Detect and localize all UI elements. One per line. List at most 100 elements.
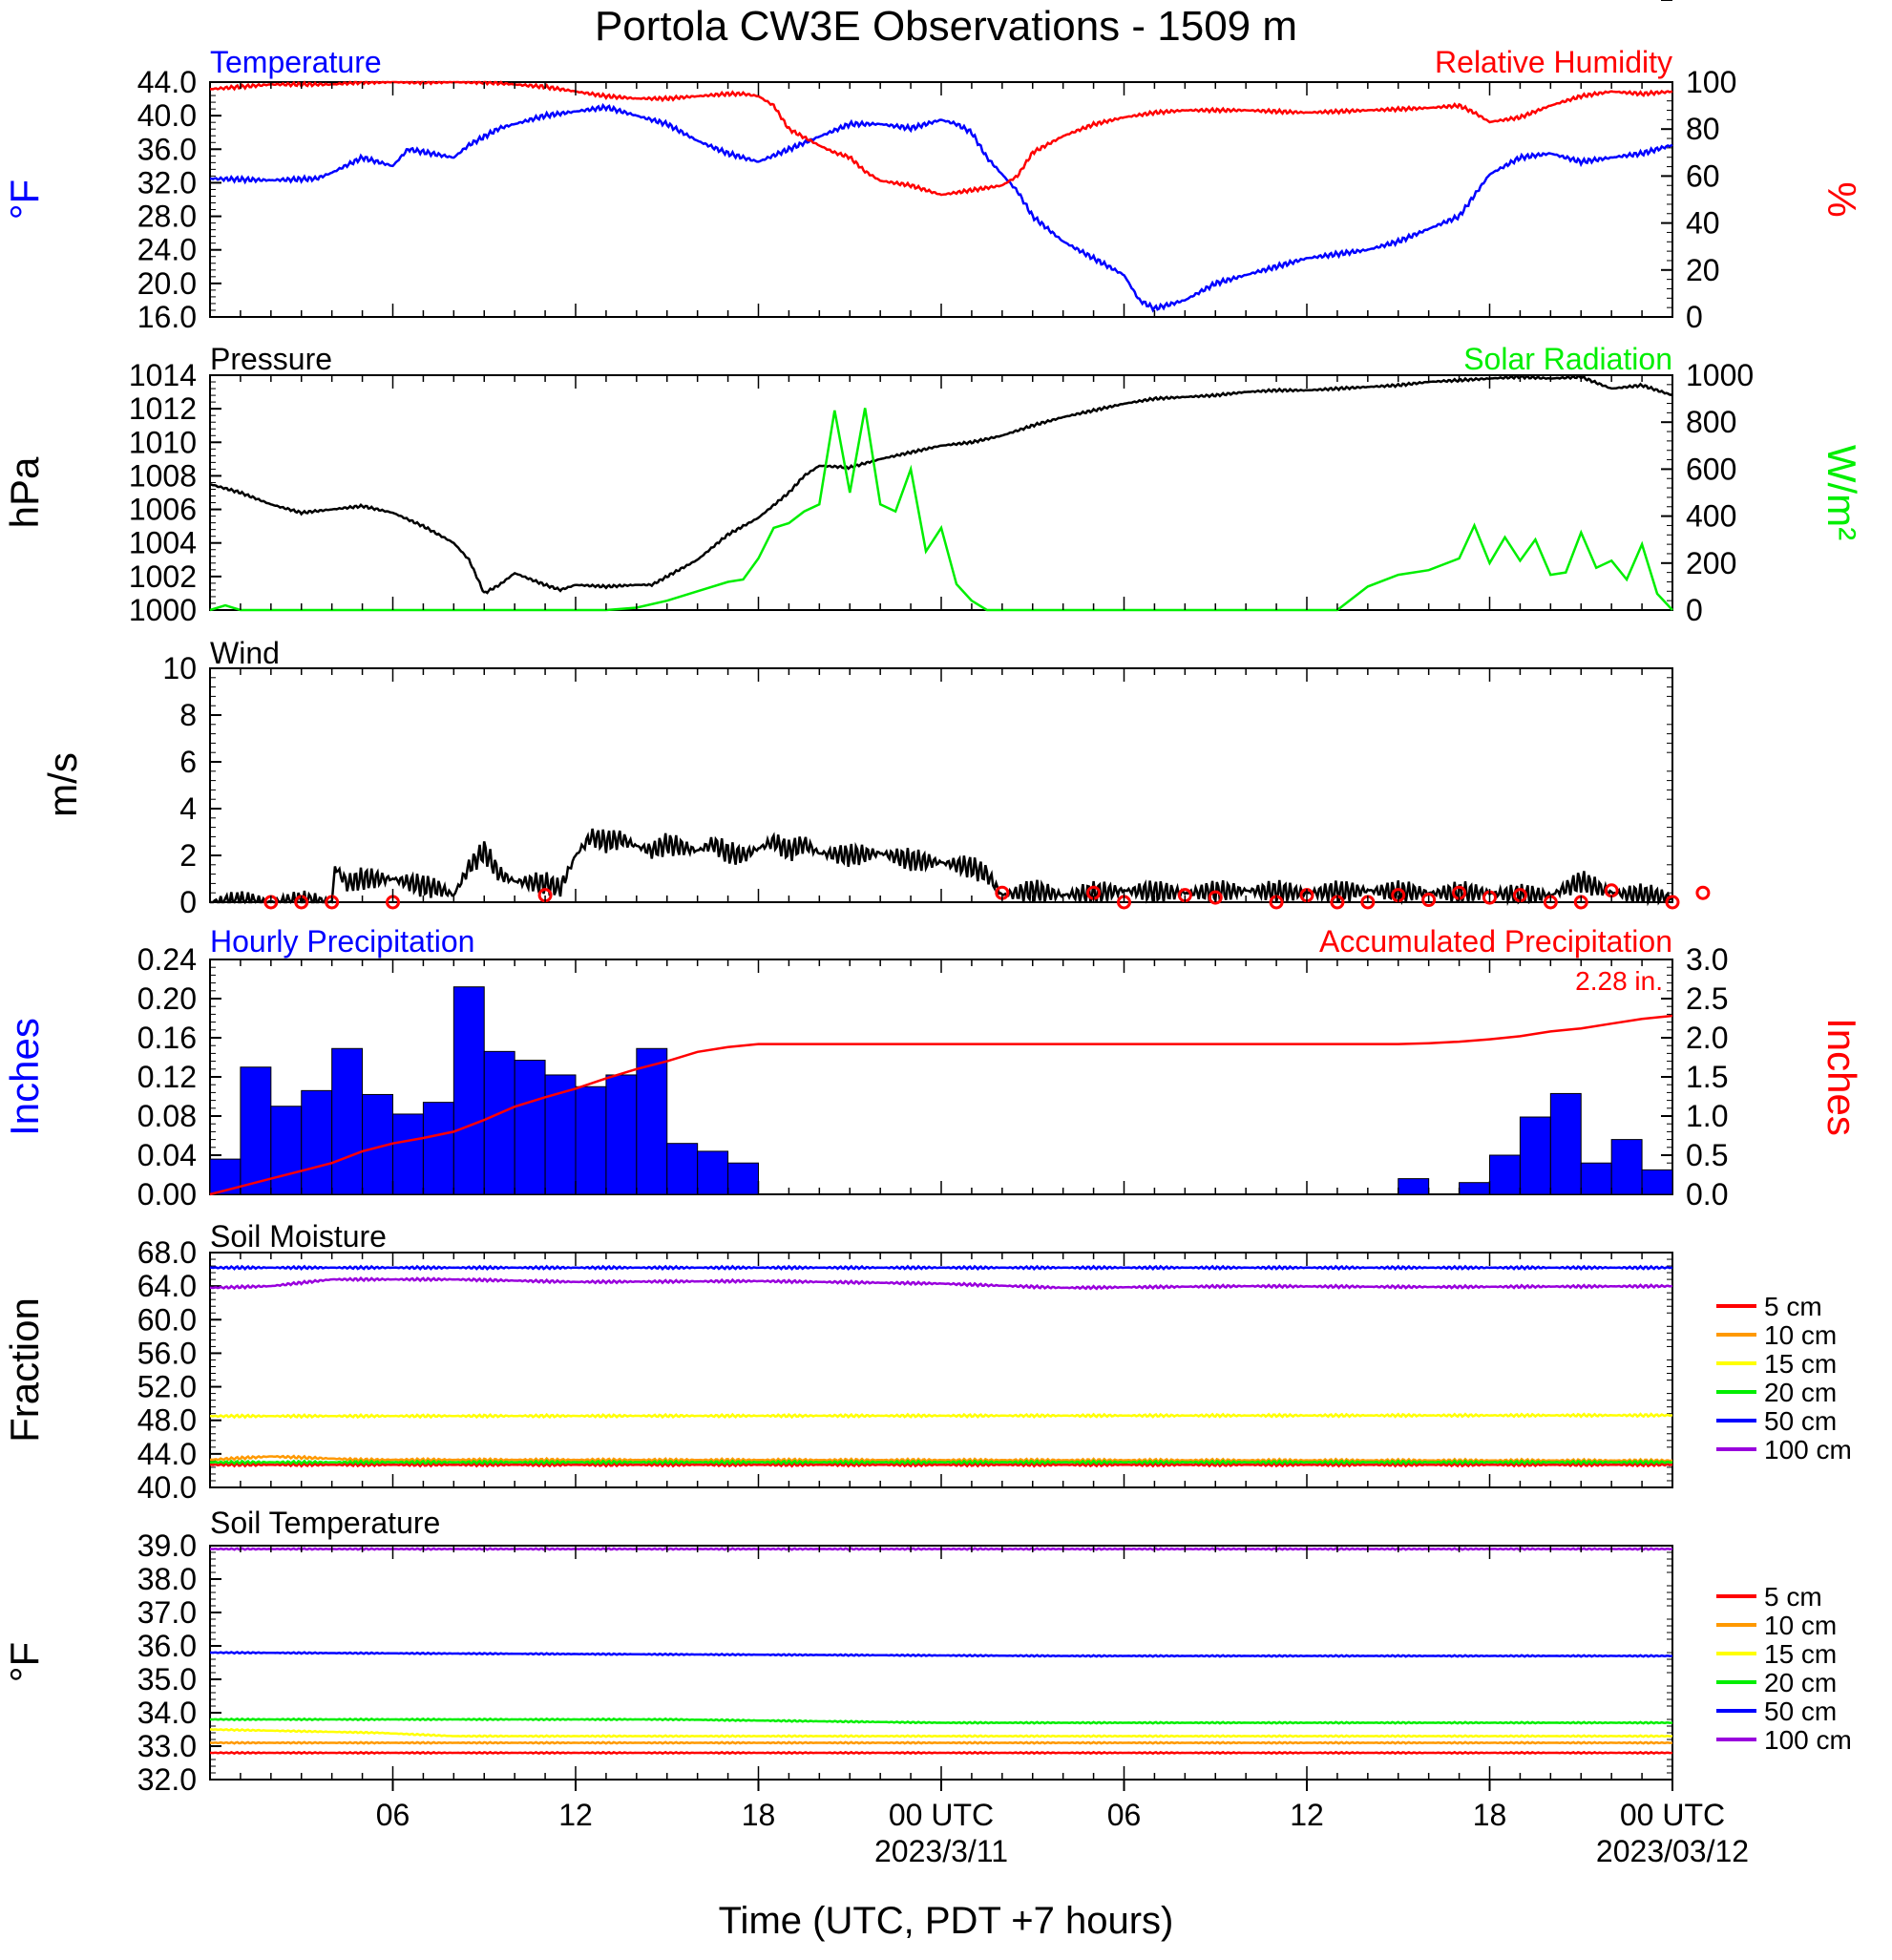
hourly-precip-bar (270, 1106, 303, 1195)
pressure-unit-label: hPa (2, 456, 47, 528)
hourly-precip-bar (636, 1047, 668, 1195)
soil-moisture-unit-label: Fraction (2, 1297, 47, 1443)
x-tick-label: 18 (742, 1798, 776, 1832)
accum-precip-annotation: 2.28 in. (1575, 966, 1663, 996)
legend-label: 100 cm (1764, 1725, 1852, 1755)
left-tick-label: 0.04 (137, 1138, 197, 1172)
legend-label: 50 cm (1764, 1406, 1837, 1436)
soil-temperature-title: Soil Temperature (210, 1506, 440, 1540)
legend-label: 20 cm (1764, 1668, 1837, 1697)
hourly-precip-bar (1398, 1178, 1430, 1195)
left-tick-label: 34.0 (137, 1696, 197, 1730)
hourly-precip-bar (1610, 1139, 1643, 1195)
left-tick-label: 56.0 (137, 1336, 197, 1370)
x-tick-label: 12 (1290, 1798, 1324, 1832)
solar-unit-label: W/m² (1819, 445, 1864, 540)
hourly-precip-bar (483, 1050, 515, 1195)
left-tick-label: 6 (179, 745, 197, 779)
x-tick-label: 06 (376, 1798, 410, 1832)
right-tick-label: 3.0 (1686, 942, 1728, 977)
left-tick-label: 48.0 (137, 1403, 197, 1438)
hourly-precip-bar (1459, 1182, 1491, 1195)
x-axis-title: Time (UTC, PDT +7 hours) (719, 1900, 1174, 1942)
right-tick-label: 60 (1686, 158, 1720, 193)
accum-precip-title: Accumulated Precipitation (1319, 924, 1672, 959)
soil-series-line (210, 1750, 1673, 1756)
hourly-precip-bar (666, 1143, 699, 1195)
right-tick-label: 200 (1686, 546, 1736, 580)
left-tick-label: 39.0 (137, 1528, 197, 1563)
hourly-precip-bar (605, 1074, 638, 1195)
hourly-precip-bar (697, 1150, 729, 1195)
panel-frame (209, 81, 1673, 318)
legend-label: 10 cm (1764, 1320, 1837, 1350)
date-label: 2023/03/12 (1596, 1834, 1749, 1868)
hourly-precip-bar (331, 1047, 364, 1195)
right-tick-label: 1000 (1686, 358, 1754, 392)
right-tick-label: 1.0 (1686, 1099, 1728, 1133)
precip-right-unit: Inches (1819, 1018, 1864, 1136)
soil-moisture-title: Soil Moisture (210, 1219, 387, 1254)
humidity-title: Relative Humidity (1435, 45, 1672, 79)
right-tick-label: 2.5 (1686, 981, 1728, 1016)
temperature-unit-label: °F (2, 179, 47, 220)
soil-series-line (209, 1459, 1673, 1465)
hourly-precip-bar (209, 1158, 242, 1195)
hourly-precip-bar (1549, 1092, 1582, 1195)
right-tick-label: 0.0 (1686, 1177, 1728, 1212)
left-tick-label: 36.0 (137, 132, 197, 166)
legend-label: 20 cm (1764, 1378, 1837, 1407)
wind-calm-marker (1695, 885, 1711, 900)
humidity-line (209, 80, 1673, 197)
legend-label: 5 cm (1764, 1292, 1822, 1321)
hourly-precip-bar (392, 1113, 424, 1195)
x-tick-label: 06 (1107, 1798, 1142, 1832)
panel-frame (209, 374, 1673, 611)
left-tick-label: 44.0 (137, 65, 197, 99)
soil-series-line (210, 1651, 1673, 1658)
wind-unit-label: m/s (40, 752, 85, 817)
precip-left-unit: Inches (2, 1018, 47, 1136)
left-tick-label: 36.0 (137, 1629, 197, 1663)
hourly-precip-bar (727, 1162, 759, 1195)
soil-series-line (210, 1264, 1673, 1272)
solar-radiation-line (209, 408, 1673, 612)
right-tick-label: 40 (1686, 206, 1720, 241)
left-tick-label: 1004 (129, 526, 197, 560)
hourly-precip-bar (1489, 1154, 1521, 1195)
right-tick-label: 600 (1686, 452, 1736, 486)
hourly-precip-title: Hourly Precipitation (210, 924, 474, 959)
left-tick-label: 1008 (129, 458, 197, 493)
left-tick-label: 20.0 (137, 266, 197, 301)
wind-calm-marker (1208, 890, 1223, 905)
left-tick-label: 32.0 (137, 1762, 197, 1797)
right-tick-label: 20 (1686, 253, 1720, 287)
x-tick-label: 12 (558, 1798, 593, 1832)
left-tick-label: 40.0 (137, 1470, 197, 1505)
legend-label: 10 cm (1764, 1611, 1837, 1640)
soil-series-line (210, 1462, 1673, 1468)
figure-title: Portola CW3E Observations - 1509 m (595, 3, 1297, 50)
hourly-precip-bar (422, 1102, 454, 1195)
hourly-precip-bar (240, 1066, 272, 1195)
left-tick-label: 28.0 (137, 200, 197, 234)
hourly-precip-bar (1519, 1116, 1551, 1195)
left-tick-label: 40.0 (137, 98, 197, 133)
pressure-line (209, 373, 1673, 595)
left-tick-label: 8 (179, 698, 197, 732)
left-tick-label: 0.00 (137, 1177, 197, 1212)
right-tick-label: 400 (1686, 499, 1736, 534)
right-tick-label: 0.5 (1686, 1138, 1728, 1172)
solar-title: Solar Radiation (1463, 342, 1672, 376)
hourly-precip-bar (575, 1085, 607, 1195)
left-tick-label: 0.16 (137, 1021, 197, 1055)
left-tick-label: 0.24 (137, 942, 197, 977)
legend-label: 15 cm (1764, 1639, 1837, 1669)
panel-frame (209, 667, 1673, 903)
right-tick-label: 800 (1686, 405, 1736, 439)
hourly-precip-bar (514, 1060, 546, 1195)
